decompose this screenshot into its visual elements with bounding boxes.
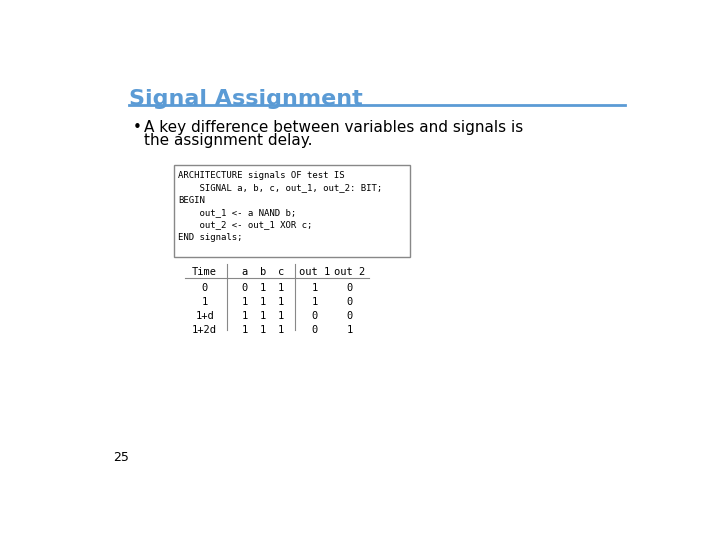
Text: the assignment delay.: the assignment delay. bbox=[144, 132, 312, 147]
Text: 1: 1 bbox=[242, 311, 248, 321]
Text: 0: 0 bbox=[346, 284, 353, 293]
Text: 0: 0 bbox=[346, 311, 353, 321]
Text: out 2: out 2 bbox=[334, 267, 365, 276]
Text: 1+2d: 1+2d bbox=[192, 325, 217, 335]
Text: 1: 1 bbox=[202, 298, 208, 307]
Text: 1: 1 bbox=[260, 325, 266, 335]
Text: 0: 0 bbox=[202, 284, 208, 293]
Text: 0: 0 bbox=[312, 325, 318, 335]
Text: 1: 1 bbox=[277, 325, 284, 335]
Text: Time: Time bbox=[192, 267, 217, 276]
Text: 1: 1 bbox=[242, 325, 248, 335]
Text: 1: 1 bbox=[346, 325, 353, 335]
Text: •: • bbox=[132, 120, 142, 135]
Text: ARCHITECTURE signals OF test IS: ARCHITECTURE signals OF test IS bbox=[179, 171, 345, 180]
Text: 1: 1 bbox=[312, 298, 318, 307]
Text: 25: 25 bbox=[113, 451, 129, 464]
Text: 1: 1 bbox=[260, 298, 266, 307]
Text: 0: 0 bbox=[346, 298, 353, 307]
Text: 1: 1 bbox=[277, 284, 284, 293]
Text: b: b bbox=[260, 267, 266, 276]
Text: 0: 0 bbox=[312, 311, 318, 321]
Text: 1: 1 bbox=[277, 311, 284, 321]
Text: out 1: out 1 bbox=[299, 267, 330, 276]
Text: out_2 <- out_1 XOR c;: out_2 <- out_1 XOR c; bbox=[179, 220, 312, 230]
Text: a: a bbox=[242, 267, 248, 276]
Text: 1: 1 bbox=[277, 298, 284, 307]
Text: 1: 1 bbox=[260, 284, 266, 293]
Text: c: c bbox=[277, 267, 284, 276]
Text: BEGIN: BEGIN bbox=[179, 195, 205, 205]
Text: out_1 <- a NAND b;: out_1 <- a NAND b; bbox=[179, 208, 297, 217]
Text: 0: 0 bbox=[242, 284, 248, 293]
FancyBboxPatch shape bbox=[174, 165, 410, 257]
Text: SIGNAL a, b, c, out_1, out_2: BIT;: SIGNAL a, b, c, out_1, out_2: BIT; bbox=[179, 184, 382, 192]
Text: Signal Assignment: Signal Assignment bbox=[129, 90, 362, 110]
Text: 1: 1 bbox=[242, 298, 248, 307]
Text: 1: 1 bbox=[260, 311, 266, 321]
Text: 1+d: 1+d bbox=[195, 311, 214, 321]
Text: END signals;: END signals; bbox=[179, 233, 243, 242]
Text: A key difference between variables and signals is: A key difference between variables and s… bbox=[144, 120, 523, 135]
Text: 1: 1 bbox=[312, 284, 318, 293]
